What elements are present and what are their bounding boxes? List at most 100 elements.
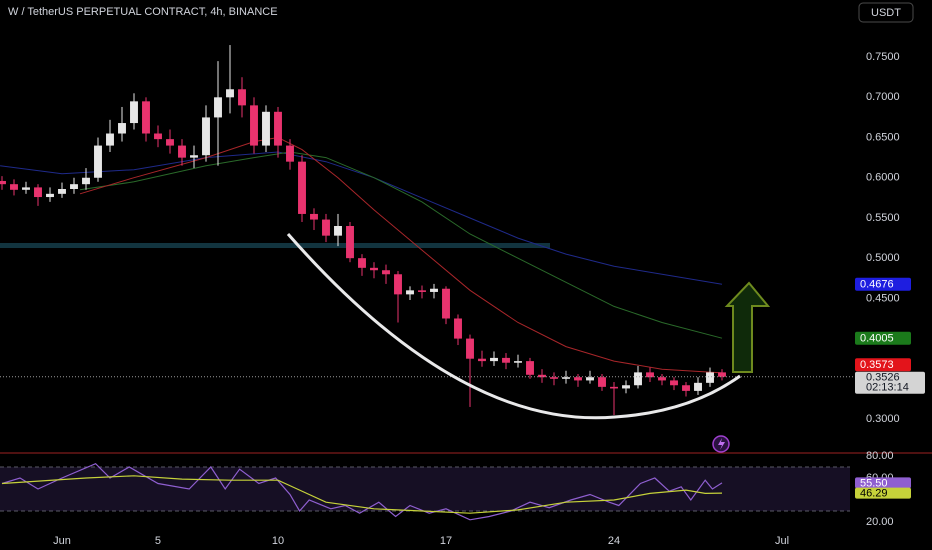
- candle-body: [406, 290, 414, 295]
- candle-body: [334, 226, 342, 236]
- candle-body: [118, 123, 126, 134]
- y-tick-label: 0.6500: [866, 131, 900, 143]
- candle-body: [166, 139, 174, 146]
- candle-body: [562, 377, 570, 379]
- candle-body: [310, 213, 318, 220]
- ma-last-label-box: [855, 277, 911, 291]
- candle-body: [382, 270, 390, 275]
- candle-body: [22, 187, 30, 190]
- x-tick-label: 10: [272, 535, 284, 547]
- candle-body: [514, 361, 522, 363]
- candle-body: [394, 274, 402, 295]
- candle-body: [646, 372, 654, 378]
- candle-body: [430, 288, 438, 292]
- countdown: 02:13:14: [866, 382, 909, 394]
- candle-body: [202, 117, 210, 156]
- x-tick-label: 24: [608, 535, 620, 547]
- candle-body: [322, 219, 330, 236]
- candle-body: [670, 380, 678, 386]
- y-tick-label: 0.7000: [866, 91, 900, 103]
- candle-body: [694, 382, 702, 391]
- candle-body: [46, 193, 54, 198]
- indicator-last-label-box: [855, 477, 911, 489]
- y-tick-label: 0.4500: [866, 292, 900, 304]
- candle-body: [634, 372, 642, 386]
- candle-body: [190, 155, 198, 158]
- candle-body: [250, 105, 258, 146]
- candle-body: [538, 374, 546, 378]
- moving-average: [79, 151, 723, 339]
- candle-body: [238, 89, 246, 106]
- candle-body: [622, 385, 630, 389]
- candle-body: [82, 177, 90, 185]
- ma-last-label-box: [855, 331, 911, 345]
- candle-body: [10, 184, 18, 190]
- last-price: 0.3526: [866, 372, 900, 384]
- candle-body: [94, 145, 102, 178]
- level-line: [0, 243, 550, 248]
- candle-body: [370, 267, 378, 271]
- candle-body: [550, 377, 558, 379]
- candle-body: [70, 184, 78, 190]
- currency-button[interactable]: [858, 2, 914, 23]
- rounding-curve: [286, 233, 741, 420]
- candle-body: [130, 101, 138, 124]
- candle-body: [178, 145, 186, 158]
- y-tick-label: 0.3000: [866, 413, 900, 425]
- candle-body: [142, 101, 150, 134]
- candle-body: [286, 145, 294, 162]
- candle-body: [214, 97, 222, 118]
- candle-body: [346, 226, 354, 259]
- candle-body: [658, 377, 666, 381]
- candle-body: [106, 133, 114, 146]
- candle-body: [34, 187, 42, 198]
- y-tick-label: 0.7500: [866, 51, 900, 63]
- candle-body: [0, 180, 6, 185]
- candle-body: [490, 357, 498, 362]
- indicator-last-label: 55.50: [860, 477, 888, 489]
- candle-body: [442, 288, 450, 319]
- candle-body: [682, 385, 690, 391]
- candle-body: [610, 386, 618, 389]
- candle-body: [598, 377, 606, 387]
- candle-body: [262, 111, 270, 146]
- moving-average: [0, 151, 723, 285]
- candle-body: [226, 89, 234, 98]
- candle-body: [586, 377, 594, 381]
- alert-bolt: [718, 438, 725, 450]
- chart-title: W / TetherUS PERPETUAL CONTRACT, 4h, BIN…: [8, 6, 278, 18]
- candle-body: [274, 111, 282, 146]
- ma-last-label: 0.4676: [860, 279, 894, 291]
- candle-body: [478, 358, 486, 362]
- currency-label[interactable]: USDT: [871, 7, 901, 19]
- candle-body: [358, 258, 366, 268]
- candle-body: [526, 361, 534, 375]
- indicator-line: [1, 475, 723, 514]
- ma-last-label-box: [855, 358, 911, 372]
- indicator-last-label-box: [855, 487, 911, 499]
- y-tick-label: 80.00: [866, 450, 894, 462]
- candle-body: [706, 372, 714, 383]
- candle-body: [502, 357, 510, 363]
- candle-body: [466, 338, 474, 359]
- y-tick-label: 20.00: [866, 516, 894, 528]
- x-tick-label: Jun: [53, 535, 71, 547]
- candle-body: [154, 133, 162, 140]
- candle-body: [418, 290, 426, 292]
- up-arrow: [724, 281, 771, 373]
- candle-body: [718, 372, 726, 377]
- band-fill: [0, 466, 850, 511]
- indicator-last-label: 46.29: [860, 487, 888, 499]
- x-tick-label: 5: [155, 535, 161, 547]
- y-tick-label: 0.5000: [866, 252, 900, 264]
- ma-last-label: 0.3573: [860, 359, 894, 371]
- candle-body: [574, 377, 582, 381]
- y-tick-label: 0.5500: [866, 212, 900, 224]
- candle-body: [58, 189, 66, 194]
- candle-body: [298, 161, 306, 214]
- x-tick-label: Jul: [775, 535, 789, 547]
- last-price-box: [855, 371, 925, 394]
